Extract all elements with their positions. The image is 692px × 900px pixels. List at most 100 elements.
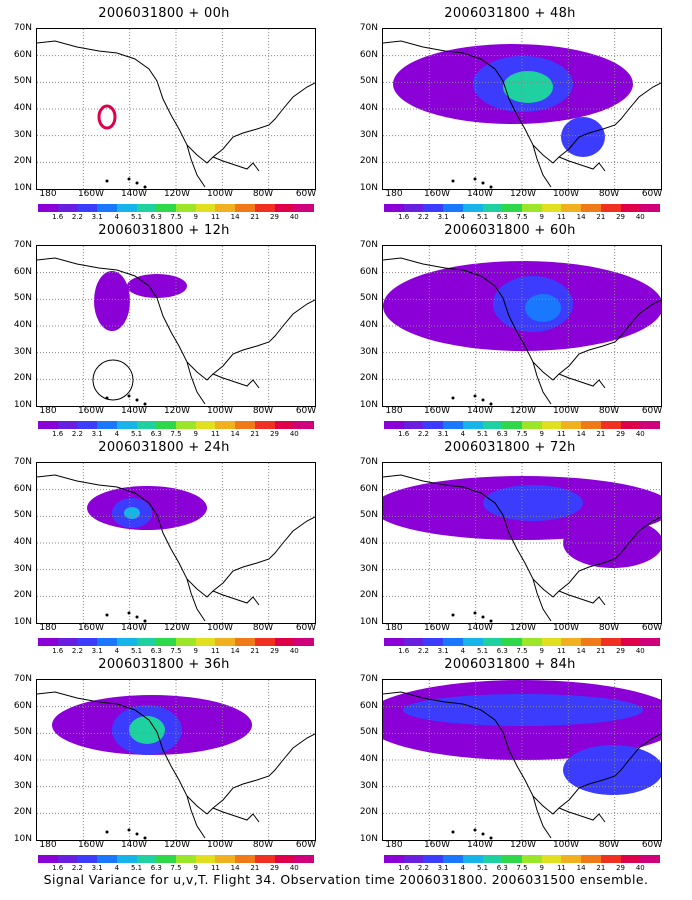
colorbar-swatch [294,638,315,646]
colorbar-label: 5.1 [476,213,489,221]
colorbar-swatch [403,421,424,429]
lat-tick-label: 50N [13,76,32,87]
lon-tick-label: 80W [598,840,620,850]
colorbar-label: 5.1 [130,213,143,221]
colorbar-label: 9 [193,864,198,872]
coastline [186,578,206,622]
island [473,394,477,398]
colorbar-label: 4 [460,430,466,438]
colorbar-swatch [423,421,444,429]
lat-tick-label: 20N [359,807,378,818]
lon-tick-label: 140W [120,840,148,850]
colorbar-label: 4 [114,647,120,655]
colorbar-label: 3.1 [437,647,449,655]
colorbar-label: 21 [250,213,260,221]
lat-tick-label: 70N [13,674,32,684]
colorbar-swatch [235,638,255,646]
colorbar-swatch [136,855,157,863]
lat-tick-label: 30N [13,563,32,574]
lon-tick-label: 140W [466,840,494,850]
lat-tick-label: 20N [359,590,378,601]
lat-tick-label: 10N [13,617,32,627]
colorbar-swatch [57,638,78,646]
lat-tick-label: 40N [13,537,32,547]
lat-tick-label: 70N [13,240,32,250]
lon-tick-label: 60W [295,623,317,633]
lon-tick-label: 140W [466,623,494,633]
colorbar-label: 9 [539,430,544,438]
lon-tick-label: 60W [295,406,317,416]
colorbar-label: 4 [460,647,466,655]
coastline [37,40,315,164]
colorbar-swatch [640,638,661,646]
colorbar-label: 2.2 [417,213,429,221]
island [489,619,493,623]
colorbar-label: 6.3 [150,864,162,872]
lat-tick-label: 20N [13,590,32,601]
colorbar-label: 40 [289,213,299,221]
colorbar-label: 21 [596,864,606,872]
colorbar-label: 6.3 [496,430,508,438]
island [473,611,477,615]
colorbar-label: 4 [114,864,120,872]
lat-tick-label: 70N [13,23,32,33]
lat-tick-label: 10N [359,834,378,844]
colorbar-swatch [462,421,483,429]
coastline [212,373,260,389]
lat-tick-label: 20N [13,156,32,167]
colorbar-swatch [482,421,503,429]
lat-tick-label: 50N [359,510,378,521]
lon-tick-label: 80W [252,406,274,416]
colorbar-swatch [195,421,216,429]
panel-title: 2006031800 + 00h [98,6,230,21]
coastline [558,373,606,389]
colorbar-label: 11 [210,864,220,872]
lon-tick-label: 120W [163,840,191,850]
variance-shading [561,117,605,157]
colorbar-swatch [294,855,315,863]
map-panel: 2006031800 + 48h 70N 60N 50N 40N 30N 20N 10N 180… [350,6,670,221]
panel-title: 2006031800 + 72h [444,440,576,455]
colorbar-swatch [97,855,117,863]
colorbar-swatch [176,204,196,212]
colorbar-swatch [254,638,275,646]
colorbar-label: 21 [596,213,606,221]
island [481,181,485,185]
lon-tick-label: 120W [509,406,537,416]
lon-tick-label: 160W [423,189,451,199]
colorbar-swatch [561,204,582,212]
lon-tick-label: 180 [39,623,57,633]
lat-tick-label: 30N [359,346,378,357]
colorbar-swatch [541,638,562,646]
colorbar-label: 3.1 [437,864,449,872]
lon-tick-label: 120W [509,623,537,633]
lon-tick-label: 80W [598,189,620,199]
map-panel: 2006031800 + 00h 70N 60N 50N 40N 30N 20N 10N 180… [4,6,324,221]
colorbar-swatch [116,638,137,646]
colorbar-label: 40 [289,430,299,438]
colorbar-swatch [462,638,483,646]
island [481,615,485,619]
colorbar-swatch [215,855,236,863]
lat-tick-label: 60N [13,49,32,60]
island [489,185,493,189]
island [473,177,477,181]
island [135,615,139,619]
colorbar-swatch [581,204,601,212]
variance-shading [127,274,187,298]
colorbar-swatch [482,855,503,863]
colorbar-swatch [176,855,196,863]
map-area [382,245,662,407]
colorbar-swatch [581,855,601,863]
colorbar-swatch [443,421,463,429]
colorbar-label: 2.2 [417,864,429,872]
lat-tick-label: 40N [359,537,378,547]
lat-tick-label: 70N [13,457,32,467]
colorbar-label: 40 [635,213,645,221]
colorbar-label: 7.5 [170,864,182,872]
lat-tick-label: 70N [359,457,378,467]
colorbar-label: 2.2 [417,647,429,655]
colorbar-swatch [77,421,98,429]
colorbar-swatch [215,204,236,212]
colorbar-label: 1.6 [52,647,64,655]
